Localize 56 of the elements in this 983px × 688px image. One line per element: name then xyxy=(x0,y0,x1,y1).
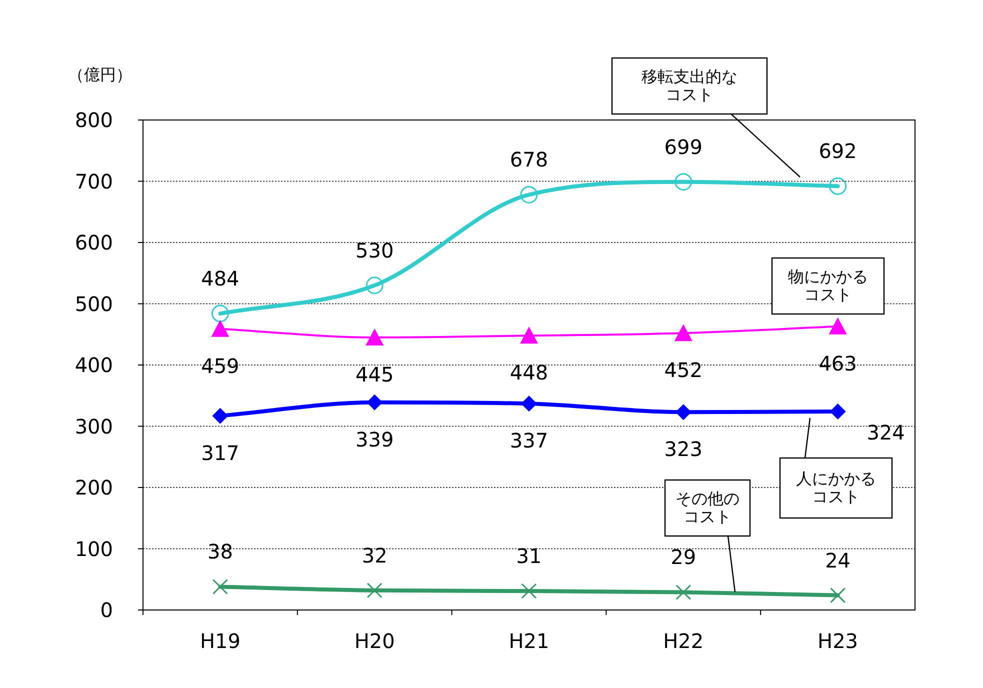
y-tick-label: 400 xyxy=(74,353,113,377)
y-tick-label: 300 xyxy=(74,414,113,438)
point xyxy=(830,404,846,420)
point xyxy=(366,276,384,294)
point xyxy=(366,394,383,410)
y-axis-title: （億円） xyxy=(68,65,132,84)
x-tick-label: H22 xyxy=(663,629,704,653)
y-tick-label: 800 xyxy=(74,108,113,132)
x-tick-label: H20 xyxy=(354,629,395,653)
point xyxy=(211,304,229,322)
data-label: 32 xyxy=(362,543,388,568)
point xyxy=(212,408,228,424)
data-label: 339 xyxy=(356,427,394,452)
y-tick-label: 0 xyxy=(100,598,113,622)
point xyxy=(674,173,692,191)
point xyxy=(675,404,692,420)
point xyxy=(212,578,228,594)
series-label: 物にかかるコスト xyxy=(787,266,869,304)
point xyxy=(521,583,537,599)
point xyxy=(366,582,382,598)
y-tick-label: 500 xyxy=(74,292,113,316)
data-label: 459 xyxy=(201,354,240,378)
data-label: 530 xyxy=(356,238,394,262)
point xyxy=(366,328,384,346)
point xyxy=(830,588,846,604)
data-label: 445 xyxy=(356,362,394,386)
data-label: 38 xyxy=(207,540,233,564)
point xyxy=(829,177,847,195)
point xyxy=(520,326,538,344)
point xyxy=(521,396,537,412)
point xyxy=(520,186,538,204)
y-tick-label: 600 xyxy=(74,230,113,254)
data-label: 24 xyxy=(825,548,851,572)
point xyxy=(676,584,692,600)
point xyxy=(828,317,847,334)
data-label: 337 xyxy=(510,428,548,453)
point xyxy=(674,324,692,342)
data-label: 699 xyxy=(664,134,702,159)
data-label: 484 xyxy=(201,266,240,291)
data-label: 29 xyxy=(670,545,696,570)
data-label: 463 xyxy=(818,351,857,376)
x-tick-label: H19 xyxy=(200,629,240,653)
point xyxy=(211,320,230,337)
data-label: 323 xyxy=(664,437,702,462)
data-label: 448 xyxy=(510,360,548,385)
data-label: 31 xyxy=(516,544,542,568)
data-label: 452 xyxy=(664,358,702,382)
y-tick-label: 200 xyxy=(74,476,113,500)
x-tick-label: H23 xyxy=(818,629,858,653)
data-label: 678 xyxy=(510,148,548,172)
y-tick-label: 700 xyxy=(74,169,113,194)
data-label: 324 xyxy=(866,420,905,445)
x-tick-label: H21 xyxy=(508,629,550,653)
data-label: 692 xyxy=(818,139,857,164)
y-tick-label: 100 xyxy=(74,536,113,561)
data-label: 317 xyxy=(201,440,240,465)
